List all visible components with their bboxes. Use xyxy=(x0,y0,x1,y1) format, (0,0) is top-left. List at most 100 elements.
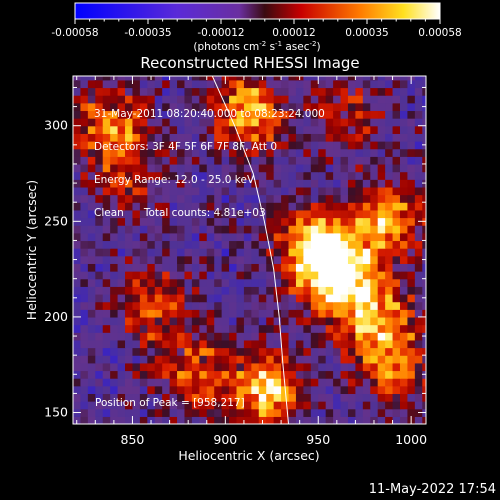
heatmap-cell xyxy=(325,202,334,211)
heatmap-cell xyxy=(370,408,379,417)
heatmap-cell xyxy=(87,286,96,295)
heatmap-cell xyxy=(414,209,423,219)
heatmap-cell xyxy=(73,339,82,349)
heatmap-cell xyxy=(110,393,119,402)
heatmap-cell xyxy=(325,393,334,402)
heatmap-cell xyxy=(340,324,349,333)
heatmap-cell xyxy=(318,148,327,157)
heatmap-cell xyxy=(147,255,156,264)
heatmap-cell xyxy=(87,194,96,203)
heatmap-cell xyxy=(347,194,356,203)
heatmap-cell xyxy=(184,248,193,257)
heatmap-cell xyxy=(199,293,208,303)
heatmap-cell xyxy=(325,309,334,318)
heatmap-cell xyxy=(347,232,356,242)
heatmap-cell xyxy=(362,401,371,410)
heatmap-cell xyxy=(73,393,82,402)
heatmap-cell xyxy=(184,202,193,211)
heatmap-cell xyxy=(340,225,349,234)
heatmap-cell xyxy=(385,209,394,219)
heatmap-cell xyxy=(281,217,290,226)
heatmap-cell xyxy=(281,339,290,349)
heatmap-cell xyxy=(169,171,178,180)
heatmap-cell xyxy=(125,102,134,112)
heatmap-cell xyxy=(102,401,111,410)
heatmap-cell xyxy=(303,332,312,341)
heatmap-cell xyxy=(318,209,327,219)
heatmap-cell xyxy=(385,148,394,157)
heatmap-cell xyxy=(214,263,223,272)
heatmap-cell xyxy=(399,271,409,280)
heatmap-cell xyxy=(303,408,312,417)
heatmap-cell xyxy=(184,79,193,89)
heatmap-cell xyxy=(333,79,342,89)
heatmap-cell xyxy=(355,401,364,410)
heatmap-cell xyxy=(347,316,356,326)
heatmap-cell xyxy=(117,271,126,280)
heatmap-cell xyxy=(243,301,252,310)
heatmap-cell xyxy=(87,339,96,349)
heatmap-cell xyxy=(266,362,275,372)
heatmap-cell xyxy=(281,118,290,127)
heatmap-cell xyxy=(95,362,104,372)
heatmap-cell xyxy=(229,148,238,157)
heatmap-cell xyxy=(392,163,401,173)
heatmap-cell xyxy=(191,217,200,226)
heatmap-cell xyxy=(325,378,334,387)
heatmap-cell xyxy=(87,217,96,226)
heatmap-cell xyxy=(340,232,349,242)
heatmap-cell xyxy=(184,355,193,364)
heatmap-cell xyxy=(73,110,82,119)
heatmap-cell xyxy=(221,316,230,326)
heatmap-cell xyxy=(117,309,126,318)
heatmap-cell xyxy=(251,416,260,424)
heatmap-cell xyxy=(80,225,89,234)
heatmap-cell xyxy=(87,240,96,249)
heatmap-cell xyxy=(177,232,186,242)
heatmap-cell xyxy=(243,179,252,188)
heatmap-cell xyxy=(392,286,401,295)
heatmap-cell xyxy=(206,232,215,242)
heatmap-cell xyxy=(251,225,260,234)
heatmap-cell xyxy=(162,179,171,188)
heatmap-cell xyxy=(392,332,401,341)
heatmap-cell xyxy=(117,148,126,157)
heatmap-cell xyxy=(73,362,82,372)
heatmap-cell xyxy=(184,255,193,264)
heatmap-cell xyxy=(139,309,148,318)
heatmap-cell xyxy=(325,141,334,150)
heatmap-cell xyxy=(362,255,371,264)
heatmap-cell xyxy=(355,209,364,219)
heatmap-cell xyxy=(87,401,96,410)
heatmap-cell xyxy=(87,278,96,287)
heatmap-cell xyxy=(318,278,327,287)
heatmap-cell xyxy=(95,278,104,287)
heatmap-cell xyxy=(340,332,349,341)
heatmap-cell xyxy=(258,332,267,341)
heatmap-cell xyxy=(125,362,134,372)
heatmap-cell xyxy=(333,148,342,157)
heatmap-cell xyxy=(110,408,119,417)
heatmap-cell xyxy=(206,278,215,287)
heatmap-cell xyxy=(288,316,297,326)
heatmap-cell xyxy=(333,141,342,150)
heatmap-cell xyxy=(139,76,148,81)
heatmap-cell xyxy=(362,286,371,295)
heatmap-cell xyxy=(95,301,104,310)
heatmap-cell xyxy=(229,255,238,264)
heatmap-cell xyxy=(199,79,208,89)
heatmap-cell xyxy=(370,79,379,89)
heatmap-cell xyxy=(177,271,186,280)
heatmap-cell xyxy=(95,125,104,134)
heatmap-cell xyxy=(347,401,356,410)
heatmap-cell xyxy=(154,225,163,234)
heatmap-cell xyxy=(377,278,386,287)
heatmap-cell xyxy=(162,370,171,379)
heatmap-cell xyxy=(318,362,327,372)
heatmap-cell xyxy=(243,355,252,364)
heatmap-cell xyxy=(325,186,334,196)
heatmap-cell xyxy=(288,225,297,234)
heatmap-cell xyxy=(221,179,230,188)
heatmap-cell xyxy=(422,347,426,356)
